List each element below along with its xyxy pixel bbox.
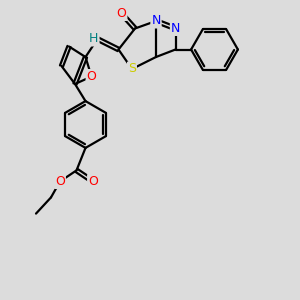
- Text: O: O: [87, 70, 96, 83]
- Text: N: N: [151, 14, 161, 28]
- Text: O: O: [55, 175, 65, 188]
- Text: S: S: [128, 62, 136, 76]
- Text: O: O: [117, 7, 126, 20]
- Text: O: O: [88, 175, 98, 188]
- Text: N: N: [171, 22, 180, 35]
- Text: H: H: [89, 32, 99, 46]
